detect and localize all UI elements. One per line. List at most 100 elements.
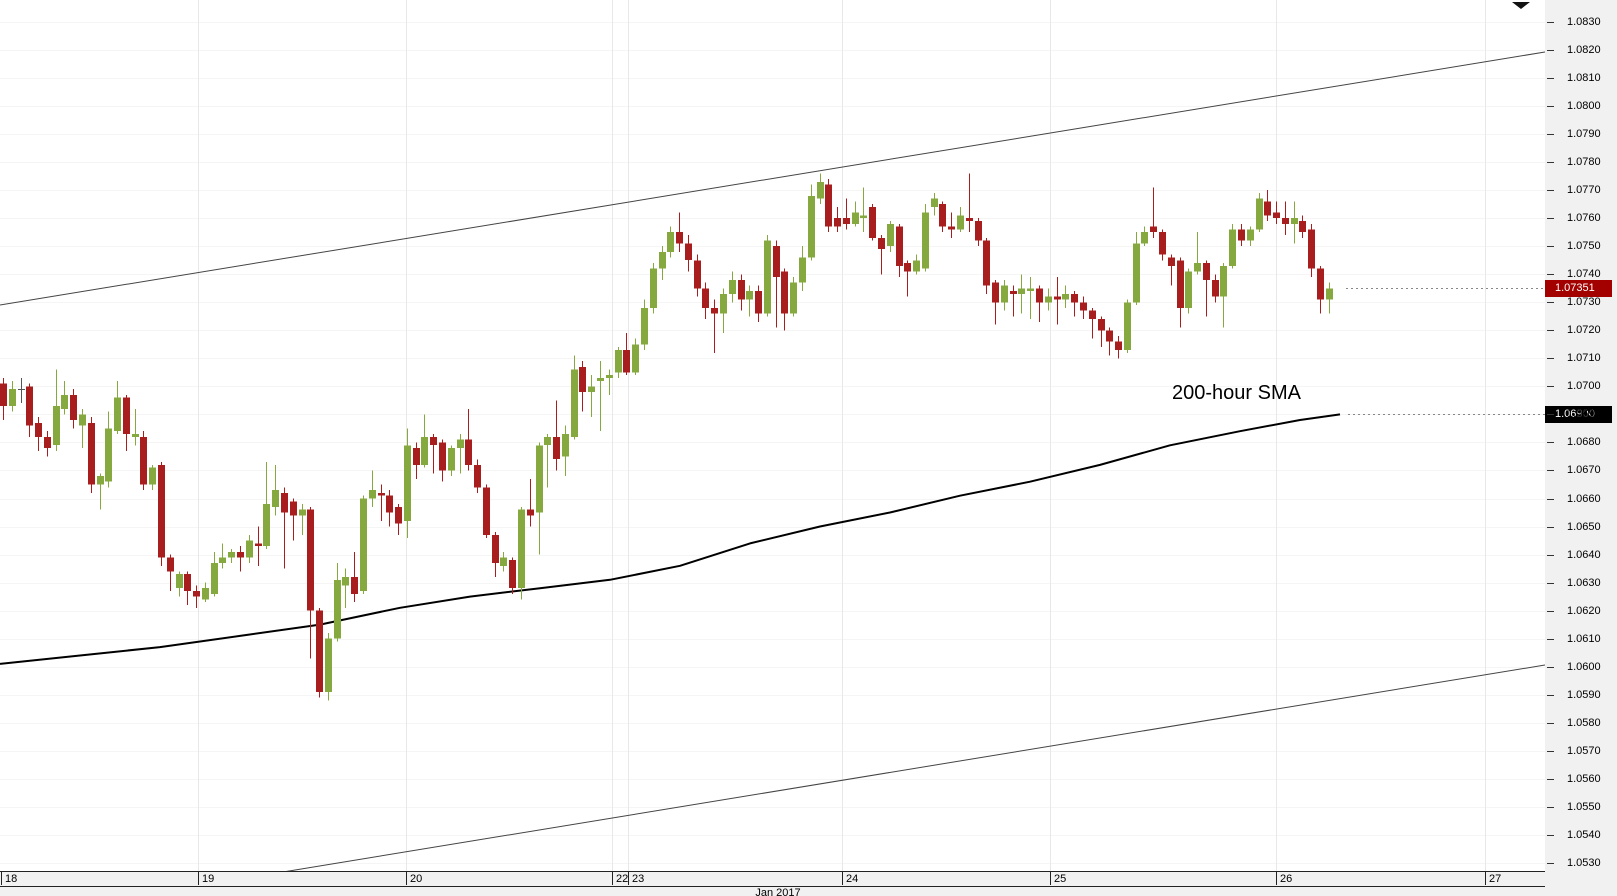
- candle-body: [983, 240, 990, 286]
- candle-body: [896, 226, 903, 266]
- candle-body: [615, 350, 622, 373]
- channel-lower-trendline: [282, 664, 1546, 873]
- y-axis-tick: [1547, 50, 1554, 51]
- candle-body: [536, 445, 543, 513]
- candle-body: [659, 251, 666, 269]
- candle-body: [500, 557, 507, 566]
- candle-body: [562, 434, 569, 457]
- x-axis-label: 18: [5, 873, 18, 885]
- candle-body: [1168, 257, 1175, 266]
- sma-annotation: 200-hour SMA: [1172, 382, 1301, 404]
- candle-body: [219, 557, 226, 563]
- y-axis-tick: [1547, 162, 1554, 163]
- candle-body: [18, 389, 25, 391]
- candle-body: [720, 293, 727, 314]
- candle-body: [1027, 288, 1034, 292]
- candle-body: [597, 378, 604, 381]
- y-axis-tick: [1547, 695, 1554, 696]
- x-axis-tick: [1050, 872, 1051, 885]
- candle-body: [26, 386, 33, 426]
- candle-body: [676, 232, 683, 244]
- candle-body: [764, 240, 771, 314]
- candle-body: [439, 442, 446, 471]
- y-axis-tick: [1547, 134, 1554, 135]
- time-axis-divider: [0, 886, 1545, 887]
- y-axis-tick: [1547, 639, 1554, 640]
- y-axis-tick: [1547, 807, 1554, 808]
- price-axis[interactable]: 1.07351 1.06900 1.0830 1.0820 1.0810 1.0800…: [1545, 0, 1617, 896]
- candle-body: [738, 279, 745, 300]
- candle-body: [1203, 263, 1210, 280]
- candle-body: [325, 638, 332, 692]
- candle-body: [509, 560, 516, 589]
- candle-body: [97, 476, 104, 485]
- candle-body: [1256, 198, 1263, 230]
- y-axis-tick: [1547, 583, 1554, 584]
- candle-body: [878, 237, 885, 249]
- candle-body: [1036, 288, 1043, 303]
- y-axis-tick: [1547, 863, 1554, 864]
- candle-body: [1141, 232, 1148, 244]
- candle-body: [1089, 310, 1096, 320]
- candle-body: [1133, 243, 1140, 303]
- candle-body: [975, 221, 982, 241]
- y-axis-tick: [1547, 527, 1554, 528]
- y-axis-tick: [1547, 218, 1554, 219]
- candle-body: [386, 495, 393, 513]
- candle-body: [852, 212, 859, 224]
- candle-body: [957, 215, 964, 230]
- candle-body: [351, 577, 358, 594]
- candle-body: [817, 181, 824, 199]
- x-axis-label: 23: [632, 873, 645, 885]
- candle-body: [0, 383, 7, 406]
- current-price-tag: 1.07351: [1545, 280, 1612, 297]
- candle-body: [922, 212, 929, 269]
- candle-body: [1291, 218, 1298, 224]
- y-axis-tick: [1547, 358, 1554, 359]
- chart-canvas[interactable]: [0, 0, 1546, 876]
- y-axis-tick: [1547, 667, 1554, 668]
- candle-body: [1194, 263, 1201, 272]
- candle-body: [799, 257, 806, 283]
- candle-body: [843, 218, 850, 224]
- x-axis-label: 20: [410, 873, 423, 885]
- candle-body: [1001, 285, 1008, 303]
- candle-body: [913, 260, 920, 272]
- y-axis-tick: [1547, 611, 1554, 612]
- time-axis[interactable]: Jan 2017 18 19 20 22 23 24 25 26 27: [0, 871, 1545, 896]
- y-axis-tick: [1547, 330, 1554, 331]
- scroll-position-marker-icon: [1512, 2, 1530, 9]
- candle-body: [931, 198, 938, 207]
- channel-upper-trendline: [0, 51, 1546, 306]
- candle-body: [1010, 291, 1017, 294]
- candle-body: [553, 436, 560, 460]
- candle-body: [474, 464, 481, 488]
- candle-body: [834, 218, 841, 227]
- candle-body: [149, 467, 156, 485]
- candle-body: [966, 218, 973, 221]
- candle-body: [632, 344, 639, 373]
- candle-body: [781, 271, 788, 314]
- x-axis-tick: [198, 872, 199, 885]
- x-axis-tick: [1276, 872, 1277, 885]
- candle-body: [395, 506, 402, 524]
- candle-body: [334, 579, 341, 639]
- candle-body: [140, 436, 147, 485]
- candle-body: [729, 279, 736, 294]
- y-axis-tick: [1547, 723, 1554, 724]
- candle-body: [316, 610, 323, 692]
- candle-body: [1045, 296, 1052, 303]
- candle-body: [641, 307, 648, 345]
- candle-body: [1308, 229, 1315, 269]
- x-axis-label: 24: [846, 873, 859, 885]
- candle-body: [808, 195, 815, 258]
- candle-body: [544, 436, 551, 446]
- candle-body: [53, 406, 60, 446]
- candle-body: [1159, 232, 1166, 255]
- candle-body: [430, 436, 437, 446]
- y-axis-tick: [1547, 386, 1554, 387]
- candle-body: [421, 436, 428, 465]
- candle-body: [281, 492, 288, 513]
- y-axis-tick: [1547, 302, 1554, 303]
